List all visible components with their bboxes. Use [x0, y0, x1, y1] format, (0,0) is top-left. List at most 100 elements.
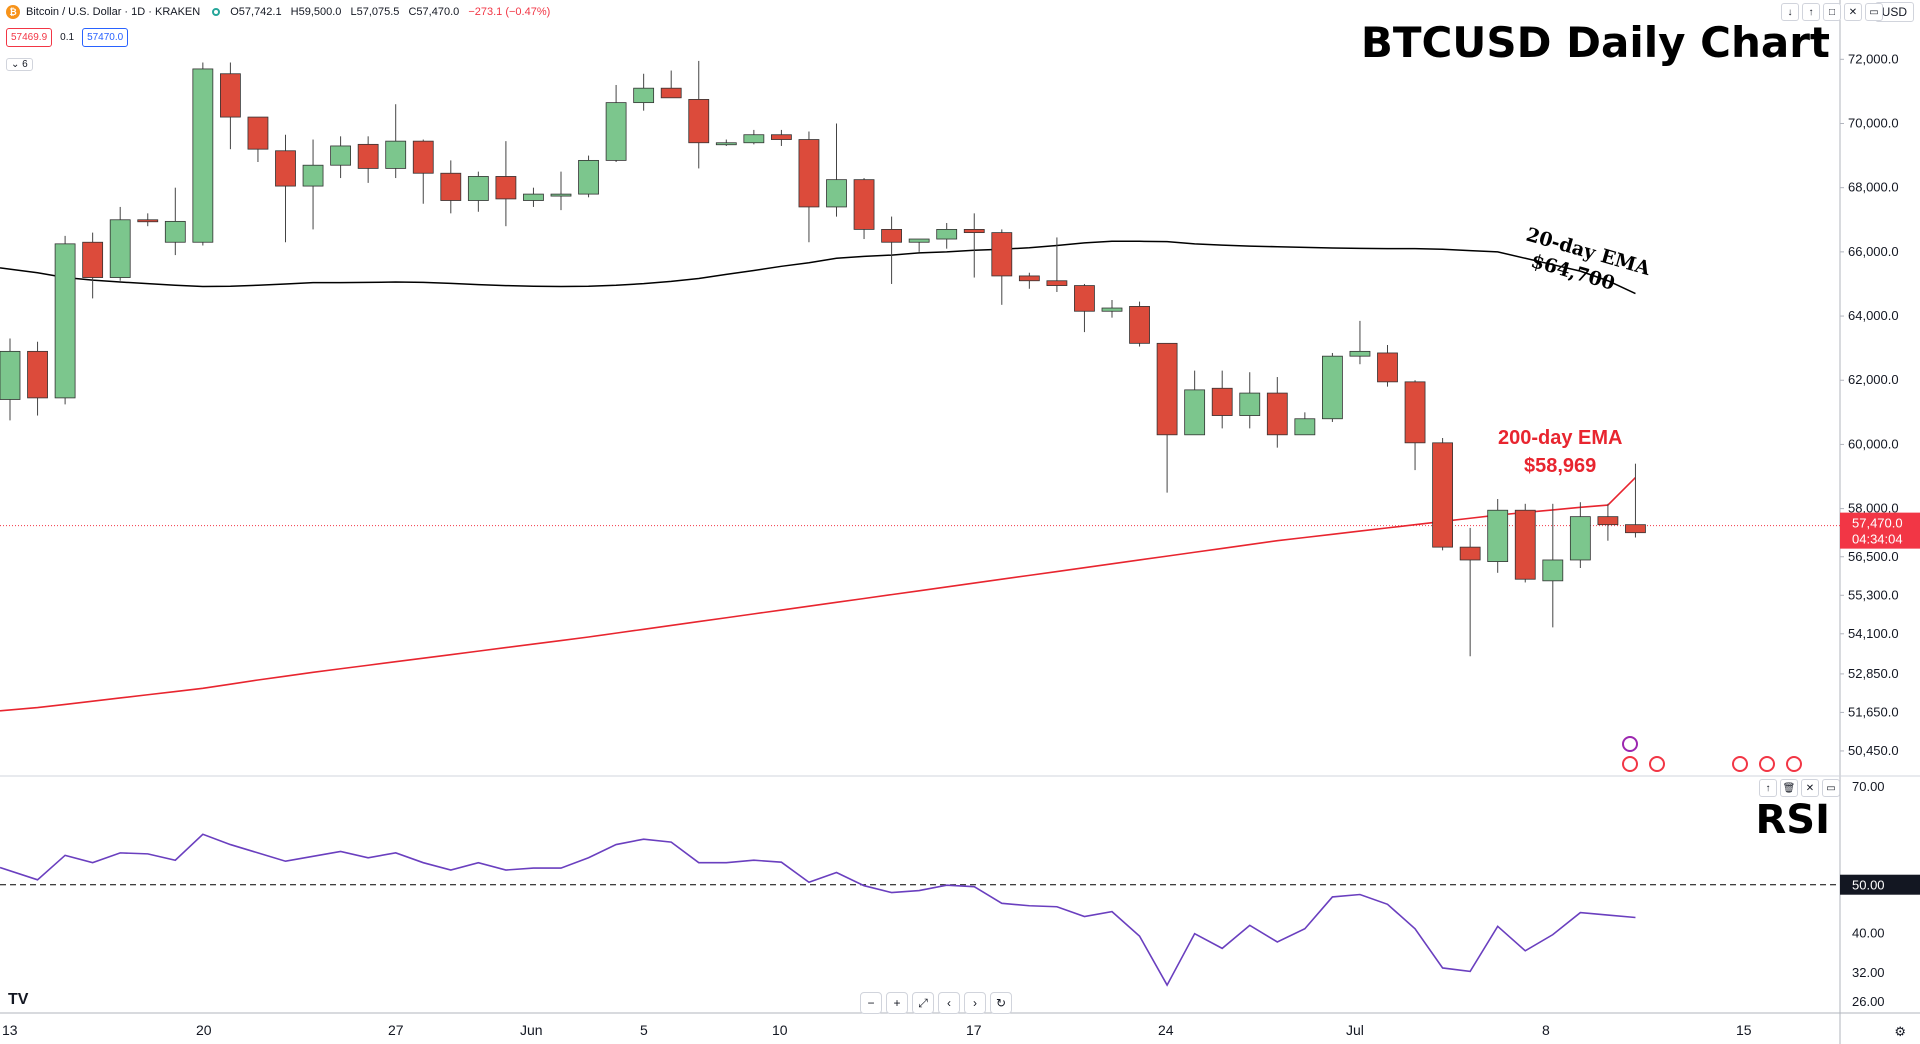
economic-event-icon[interactable]: [1622, 756, 1638, 772]
candle-body[interactable]: [495, 176, 517, 200]
move-up-icon[interactable]: ↑: [1759, 779, 1777, 797]
collapse-icon[interactable]: ▭: [1865, 3, 1883, 21]
candle-body[interactable]: [1074, 285, 1095, 312]
time-axis-label: 17: [966, 1022, 982, 1038]
candle-body[interactable]: [1046, 280, 1068, 286]
candle-body[interactable]: [881, 229, 902, 243]
candle-body[interactable]: [853, 179, 875, 230]
candle-body[interactable]: [688, 99, 710, 144]
candle-body[interactable]: [109, 219, 131, 278]
candle-body[interactable]: [1625, 524, 1646, 534]
candle-body[interactable]: [1542, 559, 1564, 582]
candle-body[interactable]: [192, 68, 214, 243]
candle-body[interactable]: [523, 193, 544, 201]
candle-body[interactable]: [1156, 342, 1178, 436]
ema200-line: [0, 476, 1637, 712]
candle-body[interactable]: [743, 134, 765, 144]
candle-body[interactable]: [578, 159, 599, 195]
candle-body[interactable]: [1349, 350, 1371, 357]
candle-body[interactable]: [1459, 546, 1481, 561]
candle-body[interactable]: [1101, 307, 1123, 312]
candle-body[interactable]: [908, 238, 930, 243]
economic-event-icon[interactable]: [1759, 756, 1775, 772]
zoom-in-icon[interactable]: +: [886, 992, 908, 1014]
candle-body[interactable]: [1294, 418, 1316, 436]
move-up-icon[interactable]: ↑: [1802, 3, 1820, 21]
candle-body[interactable]: [826, 179, 847, 208]
candle-body[interactable]: [1129, 306, 1150, 344]
scroll-right-icon[interactable]: ›: [964, 992, 986, 1014]
gear-icon[interactable]: ⚙: [1894, 1024, 1906, 1039]
sell-button[interactable]: 57469.9: [6, 28, 53, 47]
close-icon[interactable]: ✕: [1844, 3, 1862, 21]
trade-panel: 57469.9 0.1 57470.0: [6, 28, 129, 47]
zoom-out-icon[interactable]: −: [860, 992, 882, 1014]
candle-body[interactable]: [963, 229, 985, 234]
candle-body[interactable]: [715, 142, 737, 146]
candle-body[interactable]: [247, 116, 269, 150]
candle-body[interactable]: [302, 164, 324, 187]
candle-body[interactable]: [1377, 352, 1398, 383]
candle-body[interactable]: [1487, 509, 1509, 562]
candle-body[interactable]: [330, 145, 352, 166]
candle-body[interactable]: [0, 350, 21, 400]
candle-body[interactable]: [1432, 442, 1453, 548]
candle-body[interactable]: [1239, 392, 1261, 416]
candle-body[interactable]: [412, 140, 434, 174]
ema200-value: $58,969: [1524, 455, 1596, 477]
maximize-icon[interactable]: □: [1823, 3, 1841, 21]
candle-body[interactable]: [605, 102, 627, 161]
candle-body[interactable]: [219, 73, 241, 118]
candle-body[interactable]: [1266, 392, 1288, 436]
candle-body[interactable]: [385, 140, 407, 169]
candle-body[interactable]: [771, 134, 792, 140]
tradingview-logo-icon[interactable]: TV: [8, 991, 29, 1008]
high-value: H59,500.0: [290, 6, 342, 18]
candle-body[interactable]: [164, 220, 186, 243]
reset-icon[interactable]: ↻: [990, 992, 1012, 1014]
candle-body[interactable]: [275, 150, 296, 187]
low-value: L57,075.5: [350, 6, 400, 18]
move-down-icon[interactable]: ↓: [1781, 3, 1799, 21]
candle-body[interactable]: [550, 193, 572, 197]
candle-body[interactable]: [936, 229, 958, 240]
candle-body[interactable]: [440, 172, 462, 201]
scroll-left-icon[interactable]: ‹: [938, 992, 960, 1014]
bitcoin-icon: ₿: [6, 5, 20, 19]
candle-body[interactable]: [633, 87, 655, 104]
candle-body[interactable]: [467, 176, 489, 201]
candle-body[interactable]: [660, 87, 682, 99]
candle-body[interactable]: [357, 143, 379, 169]
candle-body[interactable]: [798, 139, 820, 208]
rsi-midline-value: 50.00: [1852, 878, 1885, 893]
candle-body[interactable]: [1514, 509, 1536, 580]
candle-body[interactable]: [137, 219, 159, 223]
candle-body[interactable]: [82, 241, 104, 278]
price-axis-label: 58,000.0: [1848, 501, 1899, 516]
close-icon[interactable]: ✕: [1801, 779, 1819, 797]
indicator-toggle-button[interactable]: ⌄ 6: [6, 58, 33, 71]
trash-icon[interactable]: 🗑: [1780, 779, 1798, 797]
candle-body[interactable]: [1597, 516, 1619, 526]
economic-event-icon[interactable]: [1649, 756, 1665, 772]
candle-body[interactable]: [27, 350, 48, 399]
close-value: C57,470.0: [408, 6, 460, 18]
candle-body[interactable]: [1018, 275, 1040, 282]
candle-body[interactable]: [1569, 516, 1591, 561]
ohlc-values: O57,742.1 H59,500.0 L57,075.5 C57,470.0 …: [230, 6, 556, 18]
buy-button[interactable]: 57470.0: [82, 28, 129, 47]
candle-body[interactable]: [1184, 389, 1206, 436]
candle-body[interactable]: [1322, 355, 1343, 420]
spread-value: 0.1: [60, 32, 75, 43]
economic-event-icon[interactable]: [1786, 756, 1802, 772]
candle-body[interactable]: [54, 243, 76, 399]
symbol-name[interactable]: Bitcoin / U.S. Dollar · 1D · KRAKEN: [26, 6, 201, 18]
dividend-event-icon[interactable]: [1622, 736, 1638, 752]
candle-body[interactable]: [991, 232, 1013, 277]
candle-body[interactable]: [1404, 381, 1426, 444]
fit-icon[interactable]: ⤢: [912, 992, 934, 1014]
economic-event-icon[interactable]: [1732, 756, 1748, 772]
candle-body[interactable]: [1211, 387, 1233, 416]
collapse-icon[interactable]: ▭: [1822, 779, 1840, 797]
